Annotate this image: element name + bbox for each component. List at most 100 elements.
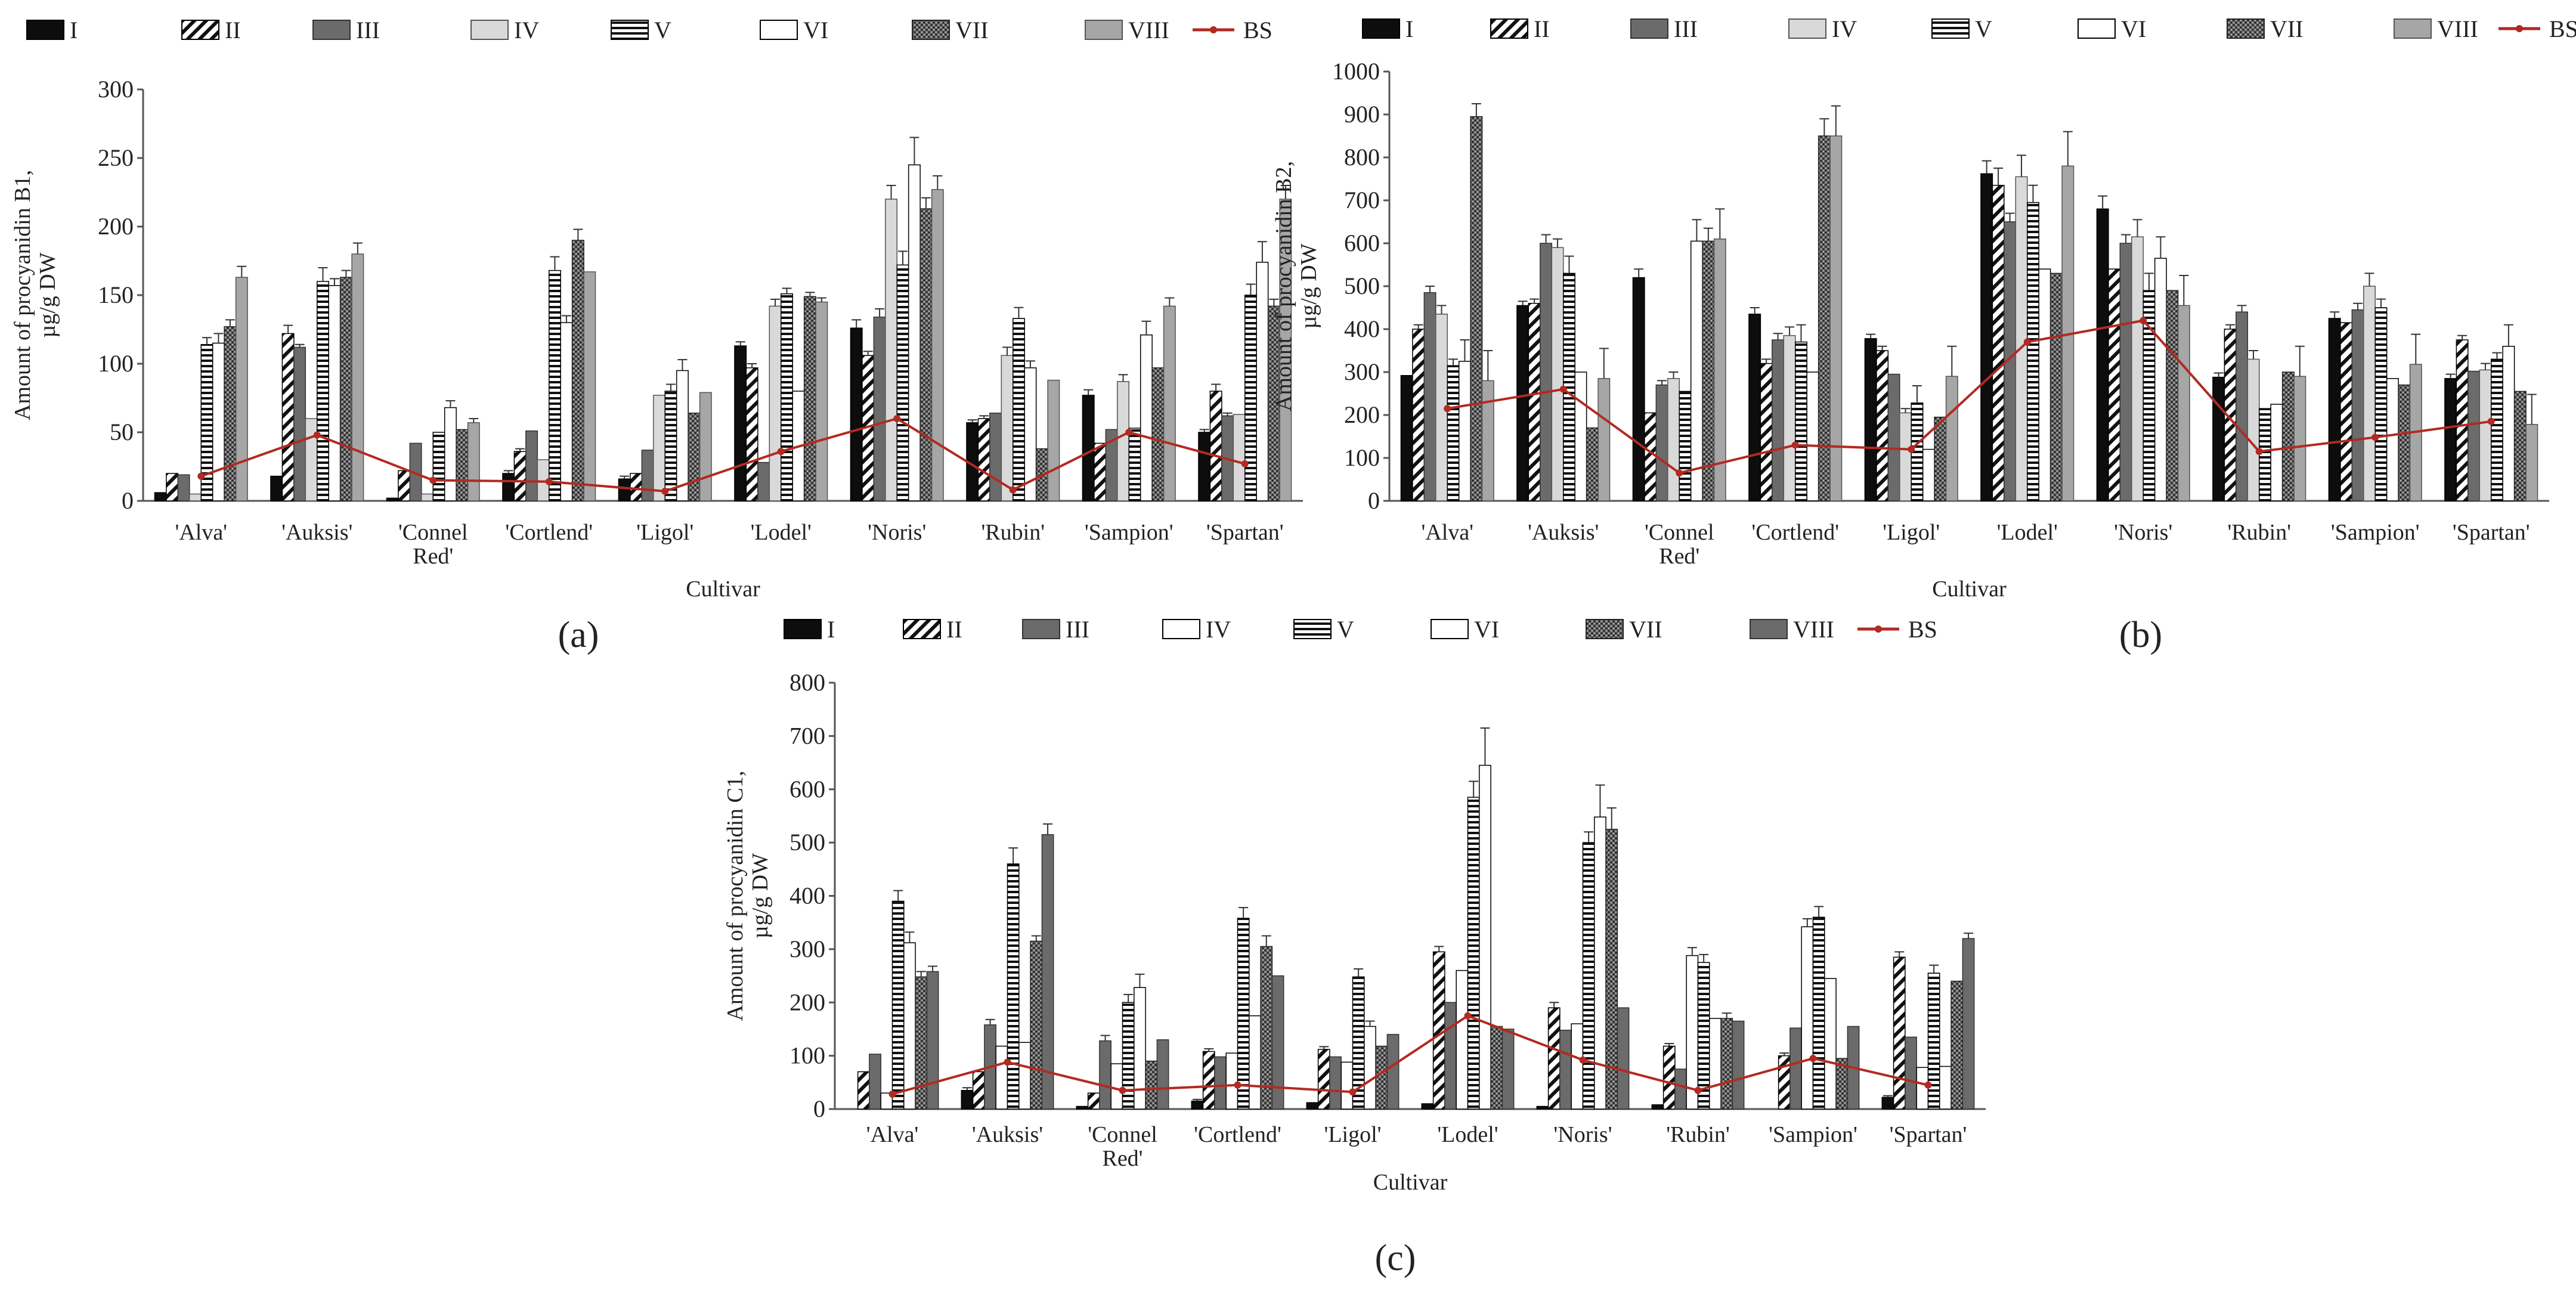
bar-viii-5 — [1386, 1034, 1400, 1110]
bar-iii-4 — [1772, 339, 1785, 501]
bar-iv-10 — [1916, 1067, 1929, 1110]
bar-v-10 — [2491, 358, 2503, 501]
legend-label-vii: VII — [2270, 16, 2303, 42]
bars — [1400, 103, 2538, 501]
legend-swatch-viii — [1085, 20, 1123, 40]
bar-ii-9 — [2340, 322, 2353, 501]
bar-v-9 — [2374, 307, 2388, 501]
bar-i-3 — [1632, 277, 1645, 501]
bar-viii-3 — [1156, 1039, 1169, 1110]
panel-label: (b) — [2119, 615, 2162, 655]
bar-iii-5 — [1887, 373, 1900, 501]
bar-v-8 — [2259, 408, 2271, 501]
bar-vii-10 — [2513, 391, 2527, 501]
bs-point-2 — [1004, 1058, 1011, 1066]
category-label: 'Cortlend' — [505, 520, 593, 545]
category-label: 'Alva' — [1421, 520, 1473, 545]
y-tick-label: 100 — [98, 350, 134, 377]
legend-label-bs: BS — [1908, 616, 1937, 643]
x-axis-label: Cultivar — [686, 577, 760, 602]
bar-vi-9 — [2386, 378, 2399, 501]
bar-vii-9 — [2398, 384, 2411, 501]
bar-i-4 — [1748, 314, 1761, 501]
bar-vi-5 — [1922, 448, 1935, 501]
bars — [154, 137, 1292, 501]
bar-iii-5 — [1329, 1056, 1342, 1110]
bar-viii-6 — [815, 301, 828, 501]
y-axis-label-line-1: Amount of procyanidin B2, — [1271, 161, 1296, 411]
legend-label-viii: VIII — [1128, 17, 1169, 44]
bar-iv-8 — [2247, 358, 2260, 501]
y-tick-label: 50 — [110, 419, 134, 445]
bar-i-7 — [2096, 208, 2109, 501]
legend-label-i: I — [1405, 16, 1413, 42]
y-axis-label-line-1: Amount of procyanidin B1, — [10, 170, 35, 420]
y-tick-label: 600 — [789, 776, 825, 803]
bar-ii-4 — [1760, 363, 1773, 501]
bs-point-8 — [1009, 486, 1017, 494]
legend-label-iii: III — [1674, 16, 1698, 42]
bar-ii-7 — [1547, 1007, 1561, 1110]
bar-iii-3 — [1099, 1040, 1111, 1110]
category-label: 'Spartan' — [1890, 1122, 1967, 1147]
bar-vii-6 — [803, 296, 816, 501]
bar-ii-10 — [2456, 339, 2469, 501]
bar-iv-9 — [2363, 286, 2376, 501]
bar-iv-3 — [421, 493, 434, 501]
legend-swatch-vii — [2227, 18, 2265, 39]
bar-ii-2 — [1528, 303, 1541, 501]
bar-viii-2 — [351, 253, 364, 501]
bar-vii-6 — [2049, 272, 2063, 501]
legend-label-vi: VI — [1474, 616, 1499, 643]
bar-ii-1 — [166, 473, 179, 501]
y-tick-label: 500 — [789, 829, 825, 856]
bar-iii-8 — [989, 413, 1002, 501]
bar-i-2 — [270, 475, 283, 501]
bar-iii-6 — [1444, 1002, 1457, 1110]
category-label: 'Sampion' — [1769, 1122, 1857, 1147]
bs-line — [1447, 319, 2492, 475]
category-label: 'Connel — [1088, 1122, 1157, 1147]
bar-i-1 — [1400, 375, 1413, 501]
bs-line — [200, 417, 1246, 493]
bar-vi-9 — [1824, 978, 1837, 1110]
panel-label: (a) — [558, 615, 599, 655]
bar-viii-4 — [583, 271, 596, 501]
bar-i-2 — [1516, 305, 1530, 501]
bar-i-9 — [1082, 395, 1095, 501]
bar-iii-1 — [177, 474, 190, 501]
category-label: Red' — [1659, 544, 1699, 569]
y-tick-label: 400 — [789, 882, 825, 909]
category-label: 'Spartan' — [2453, 520, 2530, 545]
bar-iv-9 — [1117, 381, 1130, 501]
bs-point-9 — [1125, 429, 1133, 436]
y-tick-label: 250 — [98, 144, 134, 171]
bar-iv-4 — [1783, 335, 1796, 501]
bar-vi-4 — [1249, 1015, 1261, 1110]
bar-vi-10 — [2502, 346, 2515, 501]
legend-label-ii: II — [1534, 16, 1550, 42]
legend-label-iii: III — [1066, 616, 1089, 643]
bar-iii-7 — [1559, 1029, 1572, 1110]
bar-v-4 — [1795, 341, 1807, 501]
bar-vi-9 — [1140, 334, 1153, 501]
bar-iii-9 — [1789, 1027, 1802, 1110]
bar-vii-5 — [1375, 1045, 1388, 1110]
bar-i-6 — [734, 345, 747, 501]
category-label: Red' — [413, 544, 453, 569]
bar-i-5 — [1306, 1102, 1319, 1110]
bar-vii-8 — [2281, 371, 2295, 501]
bar-ii-7 — [2108, 268, 2121, 501]
bars — [857, 727, 1975, 1110]
bar-ii-4 — [513, 451, 527, 501]
legend-swatch-v — [1931, 18, 1970, 39]
bar-iv-8 — [1001, 355, 1014, 501]
bar-vii-1 — [224, 326, 237, 501]
bar-viii-10 — [2525, 424, 2538, 501]
bar-viii-7 — [1617, 1007, 1630, 1110]
legend-swatch-vii — [912, 20, 950, 40]
bar-vi-1 — [212, 342, 225, 501]
legend-label-iv: IV — [514, 17, 539, 44]
bar-ii-6 — [1432, 951, 1445, 1110]
legend-swatch-viii — [2394, 18, 2432, 39]
